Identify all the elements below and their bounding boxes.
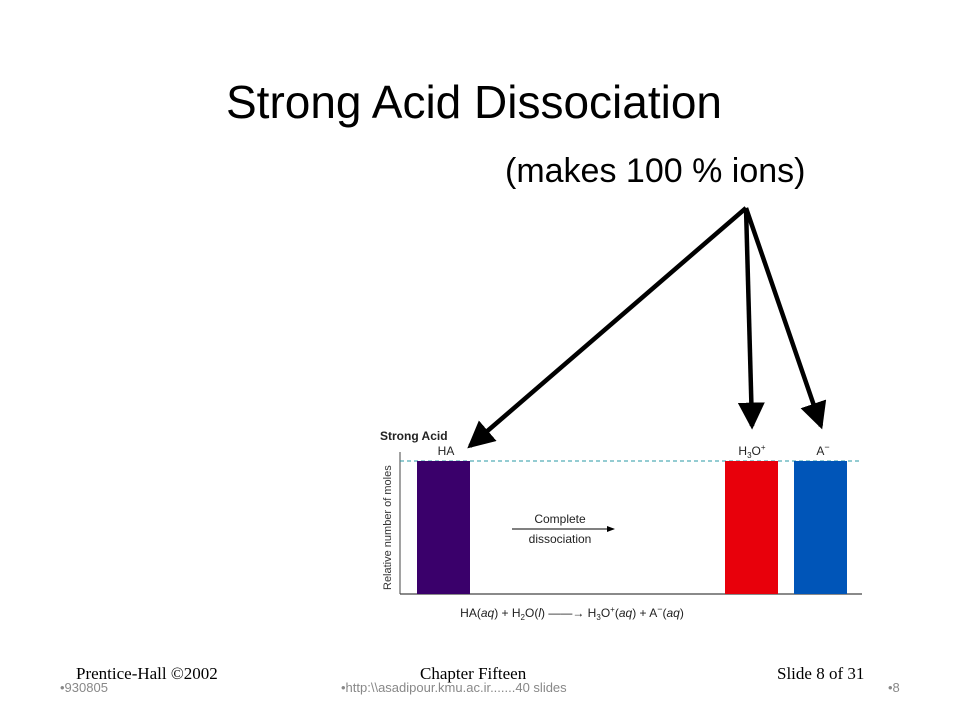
bar-label-h3o: H3O+ [738,443,765,460]
bar-label-a: A− [816,442,829,458]
footer-publisher: Prentice-Hall ©2002 [76,664,218,683]
slide-title: Strong Acid Dissociation [225,76,723,128]
reaction-equation: HA(aq) + H2O(l) ——→ H3O+(aq) + A−(aq) [460,604,684,622]
footer-chapter: Chapter Fifteen [420,664,527,683]
arrow-label-top: Complete [534,512,586,526]
footer-slide-count: Slide 8 of 31 [777,664,865,683]
slide-subtitle: (makes 100 % ions) [505,152,806,190]
figure-heading: Strong Acid [380,429,448,443]
pointer-arrow-ha [467,206,748,449]
bar-h3o [725,461,778,594]
bar-label-ha: HA [438,444,455,458]
pointer-arrow-a [743,207,827,430]
pointer-arrow-h3o [737,207,765,430]
footer-code: •930805 [60,680,108,695]
bar-ha [417,461,470,594]
bar-a [794,461,847,594]
arrow-label-bottom: dissociation [529,532,592,546]
y-axis-label: Relative number of moles [382,465,394,590]
footer-url: •http:\\asadipour.kmu.ac.ir.......40 sli… [341,680,567,695]
footer-page-number: •8 [888,680,900,695]
